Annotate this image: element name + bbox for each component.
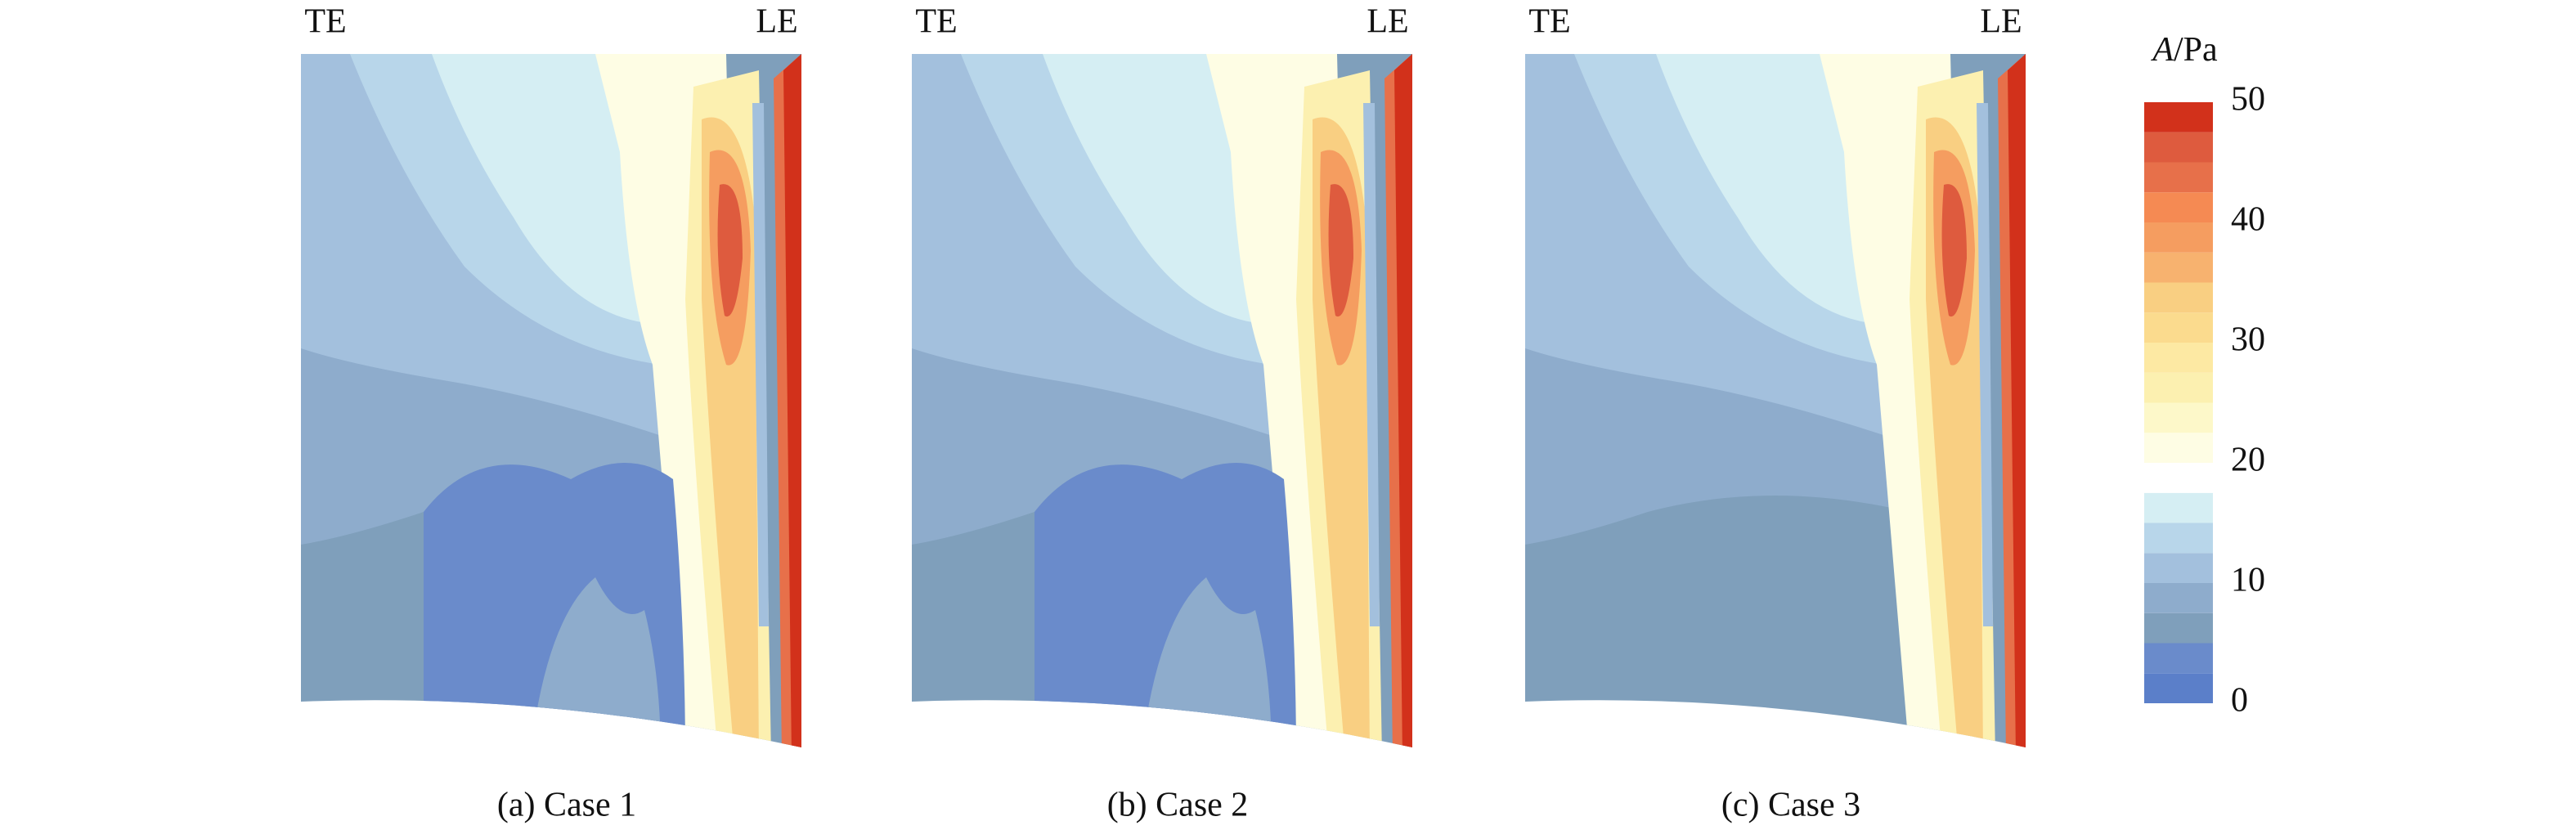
contour-panel (301, 54, 801, 747)
contour-region (1328, 184, 1353, 317)
colorbar-segment (2144, 222, 2213, 253)
contour-region (1941, 184, 1967, 317)
colorbar-segment (2144, 343, 2213, 373)
colorbar-segment (2144, 252, 2213, 283)
contour-panel (912, 54, 1412, 747)
colorbar-segment (2144, 192, 2213, 222)
trailing-edge-label: TE (1528, 3, 1570, 41)
panel-caption: (c) Case 3 (1721, 787, 1860, 824)
contour-region (752, 103, 769, 626)
colorbar-segment (2144, 433, 2213, 463)
colorbar-segment (2144, 402, 2213, 433)
colorbar-segment (2144, 612, 2213, 644)
colorbar-tick-label: 10 (2231, 562, 2265, 599)
trailing-edge-label: TE (915, 3, 957, 41)
contour-region (1977, 103, 1993, 626)
colorbar-tick-label: 20 (2231, 442, 2265, 479)
colorbar-segment (2144, 162, 2213, 193)
contour-region (1394, 54, 1412, 747)
colorbar-segment (2144, 553, 2213, 583)
colorbar-segment (2144, 282, 2213, 313)
colorbar-segment (2144, 492, 2213, 523)
contour-region (717, 184, 743, 317)
colorbar-label: A/Pa (2150, 31, 2218, 69)
colorbar-variable: A (2150, 31, 2174, 69)
colorbar-segment (2144, 583, 2213, 613)
leading-edge-label: LE (756, 3, 797, 41)
colorbar-tick-label: 40 (2231, 201, 2265, 239)
colorbar-unit: /Pa (2174, 31, 2218, 69)
colorbar-segment (2144, 523, 2213, 554)
contour-region (2008, 54, 2026, 747)
colorbar-segment (2144, 463, 2213, 493)
panel-caption: (a) Case 1 (497, 787, 636, 824)
colorbar-segment (2144, 643, 2213, 674)
leading-edge-label: LE (1980, 3, 2022, 41)
colorbar-segment (2144, 312, 2213, 343)
contour-region (783, 54, 801, 747)
colorbar-tick-label: 50 (2231, 81, 2265, 119)
colorbar-segment (2144, 372, 2213, 403)
colorbar-segment (2144, 132, 2213, 163)
trailing-edge-label: TE (304, 3, 346, 41)
contour-region (1363, 103, 1380, 626)
colorbar-tick-label: 30 (2231, 321, 2265, 359)
contour-panel (1525, 54, 2026, 747)
colorbar-tick-label: 0 (2231, 682, 2248, 720)
leading-edge-label: LE (1367, 3, 1408, 41)
colorbar-segment (2144, 673, 2213, 703)
colorbar-segment (2144, 102, 2213, 132)
panel-caption: (b) Case 2 (1107, 787, 1249, 824)
